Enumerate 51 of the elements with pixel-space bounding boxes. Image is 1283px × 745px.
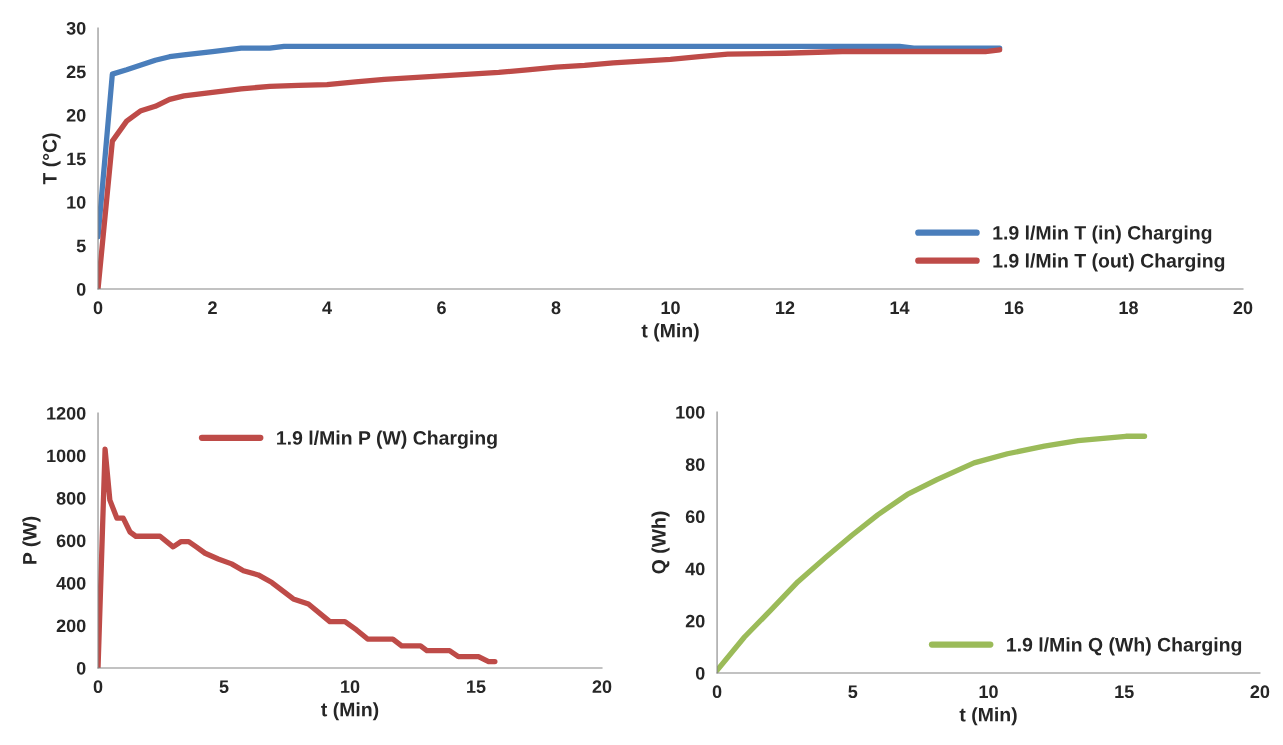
- y-tick-label: 200: [56, 619, 86, 633]
- x-tick-label: 10: [341, 680, 360, 694]
- y-tick-label: 0: [695, 666, 705, 680]
- x-tick-label: 0: [712, 685, 722, 699]
- x-axis-title: t (Min): [959, 707, 1017, 726]
- x-tick-label: 18: [1119, 301, 1138, 315]
- x-tick-label: 4: [322, 301, 332, 314]
- y-tick-label: 0: [76, 661, 86, 675]
- y-tick-label: 15: [67, 152, 86, 166]
- y-axis-title: P (W): [22, 516, 41, 564]
- x-tick-label: 5: [219, 680, 229, 694]
- x-tick-label: 6: [437, 301, 446, 315]
- y-tick-label: 400: [56, 576, 86, 590]
- legend-label: 1.9 l/Min Q (Wh) Charging: [1007, 637, 1242, 656]
- x-tick-label: 20: [592, 680, 612, 694]
- y-tick-label: 0: [76, 282, 86, 296]
- y-tick-label: 100: [676, 405, 705, 419]
- x-tick-label: 20: [1250, 685, 1270, 699]
- legend-label: 1.9 l/Min P (W) Charging: [277, 430, 497, 449]
- y-axis-title: T (°C): [42, 133, 61, 185]
- legend-label: 1.9 l/Min T (in) Charging: [993, 225, 1212, 244]
- legend-label: 1.9 l/Min T (out) Charging: [993, 253, 1225, 272]
- y-axis-title: Q (Wh): [651, 511, 670, 574]
- y-tick-label: 1000: [47, 449, 86, 463]
- y-tick-label: 800: [56, 491, 86, 505]
- y-tick-label: 5: [76, 239, 86, 253]
- x-tick-label: 14: [890, 301, 910, 314]
- x-tick-label: 0: [93, 680, 103, 694]
- x-tick-label: 15: [1115, 685, 1134, 699]
- y-tick-label: 40: [685, 562, 705, 576]
- x-tick-label: 0: [93, 301, 103, 315]
- x-tick-label: 8: [551, 301, 561, 315]
- y-tick-label: 1200: [47, 406, 86, 420]
- y-tick-label: 30: [66, 21, 86, 35]
- x-tick-label: 10: [661, 301, 680, 315]
- y-tick-label: 20: [66, 108, 86, 122]
- y-tick-label: 60: [685, 510, 705, 524]
- x-tick-label: 16: [1005, 301, 1024, 315]
- y-tick-label: 80: [685, 458, 705, 471]
- y-tick-label: 20: [685, 614, 705, 628]
- x-axis-title: t (Min): [641, 323, 699, 342]
- x-tick-label: 15: [467, 680, 486, 694]
- x-tick-label: 20: [1233, 301, 1253, 315]
- x-tick-label: 5: [848, 685, 858, 699]
- y-tick-label: 600: [56, 534, 86, 548]
- x-tick-label: 10: [979, 685, 998, 699]
- y-tick-label: 25: [66, 65, 86, 79]
- x-tick-label: 12: [776, 301, 795, 314]
- x-tick-label: 2: [208, 301, 217, 314]
- x-axis-title: t (Min): [321, 702, 379, 721]
- y-tick-label: 10: [67, 195, 86, 209]
